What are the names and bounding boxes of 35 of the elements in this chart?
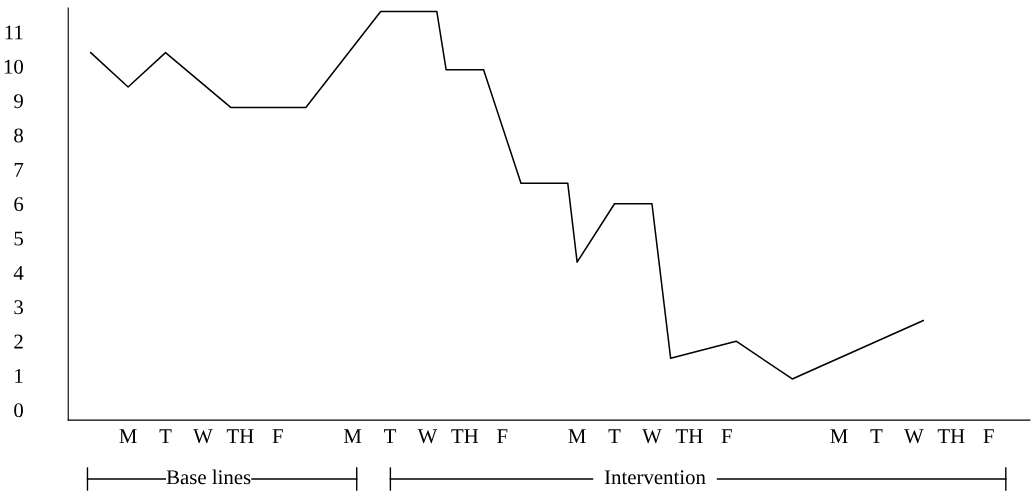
x-tick-label: M [119, 429, 137, 443]
x-tick-label: TH [937, 429, 965, 443]
x-tick-label: W [904, 429, 924, 444]
x-tick-label: T [384, 429, 397, 443]
x-tick-label: F [272, 429, 283, 443]
x-tick-label: F [497, 429, 508, 443]
x-tick-label: F [983, 429, 994, 443]
x-tick-label: W [193, 429, 213, 444]
x-tick-label: M [568, 429, 586, 443]
x-tick-label: F [721, 429, 732, 443]
line-series [89, 10, 924, 380]
x-tick-label: T [159, 429, 172, 443]
y-tick-label: 3 [14, 300, 23, 315]
x-tick-label: W [642, 429, 662, 444]
text: Intervention [604, 470, 706, 485]
y-tick-label: 11 [5, 25, 23, 40]
y-tick-label: 2 [14, 334, 23, 349]
x-tick-label: M [830, 429, 848, 443]
x-tick-label: TH [675, 429, 703, 443]
x-tick-label: W [417, 429, 438, 444]
x-tick-label: M [343, 429, 362, 443]
y-tick-label: 8 [14, 128, 24, 143]
x-tick-label: T [870, 429, 883, 443]
y-tick-label: 10 [4, 59, 24, 74]
y-tick-label: 4 [13, 265, 24, 280]
text: Base lines [166, 469, 251, 485]
y-tick-label: 9 [14, 94, 23, 109]
y-tick-label: 5 [14, 231, 23, 246]
x-tick-label: TH [226, 429, 254, 443]
y-tick-label: 7 [14, 163, 24, 177]
x-tick-label: T [608, 429, 621, 443]
y-tick-label: 1 [15, 368, 23, 383]
x-tick-label: TH [451, 429, 479, 443]
y-tick-label: 6 [14, 197, 24, 212]
y-tick-label: 0 [14, 403, 24, 418]
